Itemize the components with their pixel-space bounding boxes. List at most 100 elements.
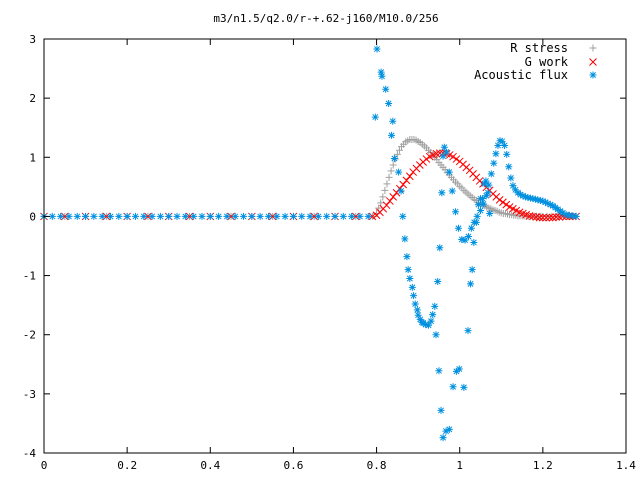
acoustic-flux-point — [549, 202, 557, 210]
series-3 — [40, 45, 580, 442]
acoustic-flux-point — [467, 224, 475, 232]
legend-marker-acoustic-flux — [589, 71, 597, 79]
legend: R stress G work Acoustic flux — [474, 41, 597, 82]
acoustic-flux-point — [448, 187, 456, 195]
acoustic-flux-point — [273, 212, 281, 220]
g-work-point — [389, 193, 398, 201]
acoustic-flux-point — [442, 148, 450, 156]
x-tick-label: 0 — [41, 459, 48, 472]
acoustic-flux-point — [389, 117, 397, 125]
g-work-point — [405, 172, 414, 181]
acoustic-flux-point — [416, 315, 424, 323]
acoustic-flux-point — [445, 425, 453, 433]
acoustic-flux-point — [569, 212, 577, 220]
g-work-point — [449, 152, 457, 161]
acoustic-flux-point — [529, 195, 537, 203]
acoustic-flux-point — [473, 212, 481, 220]
acoustic-flux-point — [474, 201, 482, 209]
acoustic-flux-point — [98, 212, 106, 220]
acoustic-flux-point — [371, 113, 379, 121]
axes: 0 0.2 0.4 0.6 0.8 1 1.2 1.4 3 2 1 0 -1 -2 -3 -4 — [23, 33, 637, 472]
acoustic-flux-point — [464, 233, 472, 241]
acoustic-flux-point — [414, 311, 422, 319]
acoustic-flux-point — [356, 212, 364, 220]
acoustic-flux-point — [445, 168, 453, 176]
acoustic-flux-point — [454, 224, 462, 232]
acoustic-flux-point — [524, 194, 532, 202]
g-work-point — [386, 197, 394, 205]
acoustic-flux-point — [264, 212, 272, 220]
y-tick-label: -2 — [23, 329, 36, 342]
acoustic-flux-point — [148, 212, 156, 220]
legend-marker-g-work — [589, 58, 597, 66]
acoustic-flux-point — [82, 212, 90, 220]
acoustic-flux-point — [455, 365, 463, 373]
acoustic-flux-point — [494, 141, 502, 149]
acoustic-flux-point — [131, 212, 139, 220]
acoustic-flux-point — [501, 141, 509, 149]
x-tick-label: 1.4 — [616, 459, 636, 472]
legend-marker-r-stress — [589, 44, 597, 52]
acoustic-flux-point — [348, 212, 356, 220]
x-tick-label: 0.2 — [117, 459, 137, 472]
acoustic-flux-point — [434, 277, 442, 285]
acoustic-flux-point — [419, 319, 427, 327]
acoustic-flux-point — [492, 150, 500, 158]
g-work-point — [532, 213, 541, 221]
acoustic-flux-point — [526, 194, 534, 202]
acoustic-flux-point — [411, 300, 419, 308]
series-1 — [40, 136, 580, 220]
acoustic-flux-point — [496, 137, 504, 145]
acoustic-flux-point — [487, 170, 495, 178]
acoustic-flux-point — [539, 197, 547, 205]
acoustic-flux-point — [382, 85, 390, 93]
acoustic-flux-point — [554, 205, 562, 213]
acoustic-flux-point — [377, 68, 385, 76]
acoustic-flux-point — [289, 212, 297, 220]
r-stress-point — [385, 173, 393, 181]
acoustic-flux-point — [479, 195, 487, 203]
r-stress-point — [393, 150, 401, 158]
acoustic-flux-point — [551, 204, 559, 212]
acoustic-flux-point — [115, 212, 123, 220]
acoustic-flux-point — [534, 196, 542, 204]
g-work-point — [422, 155, 431, 163]
acoustic-flux-point — [565, 211, 573, 219]
acoustic-flux-point — [181, 212, 189, 220]
acoustic-flux-point — [460, 383, 468, 391]
legend-label-r-stress: R stress — [510, 41, 568, 55]
g-work-point — [382, 201, 391, 210]
acoustic-flux-point — [406, 275, 414, 283]
r-stress-point — [381, 186, 389, 194]
acoustic-flux-point — [395, 168, 403, 176]
g-work-point — [539, 213, 547, 222]
acoustic-flux-point — [240, 212, 248, 220]
x-tick-label: 1 — [456, 459, 463, 472]
acoustic-flux-point — [429, 311, 437, 319]
y-tick-label: -1 — [23, 270, 36, 283]
acoustic-flux-point — [390, 154, 398, 162]
acoustic-flux-point — [541, 198, 549, 206]
g-work-point — [525, 211, 534, 220]
g-work-point — [555, 213, 564, 221]
acoustic-flux-point — [364, 212, 372, 220]
acoustic-flux-point — [511, 186, 519, 194]
g-work-point — [548, 213, 557, 222]
acoustic-flux-point — [422, 321, 430, 329]
acoustic-flux-point — [436, 244, 444, 252]
acoustic-flux-point — [281, 212, 289, 220]
acoustic-flux-point — [314, 212, 322, 220]
acoustic-flux-point — [482, 177, 490, 185]
acoustic-flux-point — [408, 283, 416, 291]
legend-markers — [589, 44, 597, 79]
g-work-point — [402, 176, 411, 185]
plot-area — [40, 45, 580, 442]
acoustic-flux-point — [373, 45, 381, 53]
acoustic-flux-point — [442, 427, 450, 435]
x-tick-label: 0.6 — [283, 459, 303, 472]
g-work-point — [452, 155, 461, 163]
acoustic-flux-point — [388, 131, 396, 139]
acoustic-flux-point — [331, 212, 339, 220]
acoustic-flux-point — [385, 99, 393, 107]
acoustic-flux-point — [65, 212, 73, 220]
